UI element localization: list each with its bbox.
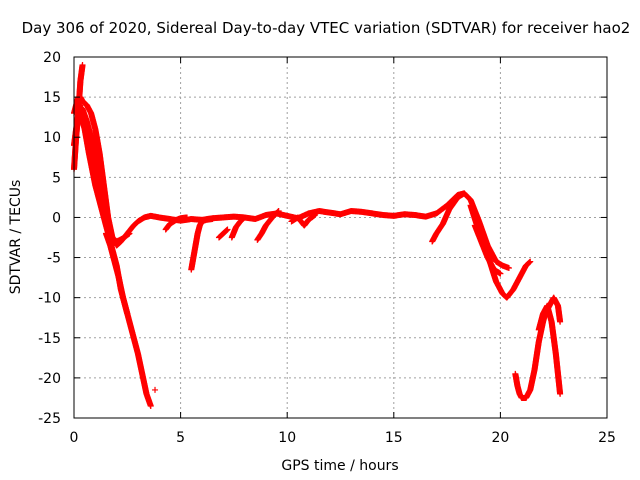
y-tick-label: 10 <box>43 130 61 146</box>
series-track-m <box>429 190 468 245</box>
y-tick-label: 15 <box>43 90 61 106</box>
series-track-j <box>228 214 248 241</box>
series-track-o <box>471 222 504 277</box>
data-point <box>557 390 564 397</box>
data-point <box>152 386 159 393</box>
y-tick-label: -5 <box>47 251 61 267</box>
x-axis-label: GPS time / hours <box>281 458 398 474</box>
series-track-g <box>188 216 216 273</box>
series-track-a <box>71 94 512 271</box>
data-point <box>311 212 318 219</box>
data-point <box>527 258 534 265</box>
data-point <box>77 102 84 109</box>
data-point <box>126 230 133 237</box>
x-tick-label: 0 <box>70 430 79 446</box>
data-point <box>147 402 154 409</box>
data-point <box>241 214 248 221</box>
chart-title: Day 306 of 2020, Sidereal Day-to-day VTE… <box>22 19 631 37</box>
data-point <box>79 62 86 69</box>
data-point <box>124 310 131 317</box>
y-tick-label: -15 <box>38 331 61 347</box>
data-point <box>461 190 468 197</box>
plot-frame <box>73 56 608 419</box>
grid-lines <box>74 57 607 418</box>
y-axis-label: SDTVAR / TECUs <box>8 180 24 295</box>
y-tick-label: 5 <box>52 170 61 186</box>
series-track-l <box>288 212 318 229</box>
x-tick-label: 20 <box>491 430 509 446</box>
data-point <box>505 264 512 271</box>
x-tick-label: 10 <box>278 430 296 446</box>
data-points <box>71 62 564 409</box>
series-track-f <box>102 230 131 317</box>
data-point <box>209 216 216 223</box>
series-track-i <box>215 226 231 241</box>
x-tick-label: 25 <box>598 430 616 446</box>
y-tick-label: -10 <box>38 291 61 307</box>
series-track-k <box>254 208 282 243</box>
data-point <box>557 318 564 325</box>
y-tick-label: 0 <box>52 210 61 226</box>
x-tick-label: 15 <box>385 430 403 446</box>
series-track-h <box>162 214 190 233</box>
data-point <box>224 226 231 233</box>
data-point <box>275 208 282 215</box>
y-tick-label: -25 <box>38 411 61 427</box>
data-point <box>183 214 190 221</box>
data-point <box>497 270 504 277</box>
y-tick-label: -20 <box>38 371 61 387</box>
series-track-q <box>535 302 564 397</box>
axis-ticks: 0 5 10 15 20 25 -25 -20 -15 -10 -5 0 5 10 15 20 <box>38 50 616 446</box>
y-tick-label: 20 <box>43 50 61 66</box>
x-tick-label: 5 <box>176 430 185 446</box>
